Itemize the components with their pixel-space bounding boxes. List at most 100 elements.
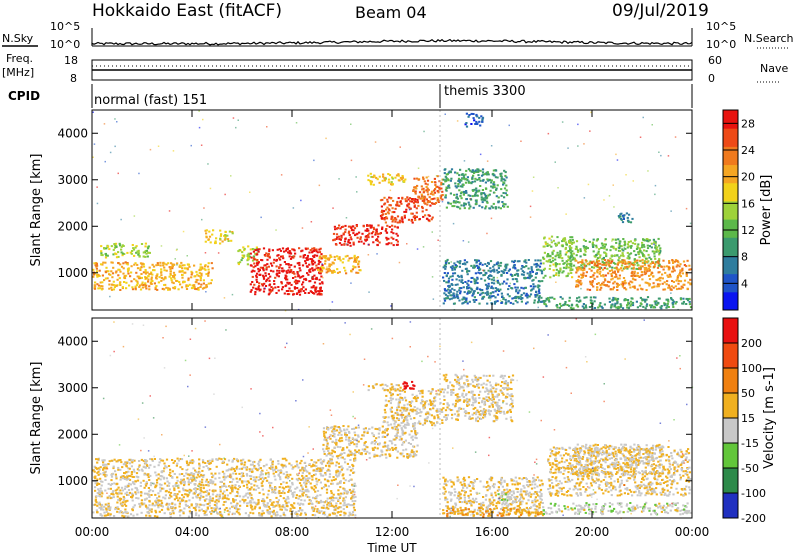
data-cell bbox=[505, 189, 508, 192]
data-cell bbox=[220, 458, 223, 461]
data-cell bbox=[643, 245, 646, 248]
nave-tick-low: 0 bbox=[708, 72, 715, 85]
data-cell bbox=[625, 265, 628, 268]
data-cell bbox=[338, 242, 342, 245]
data-cell bbox=[122, 463, 125, 466]
data-cell bbox=[193, 472, 196, 475]
data-cell bbox=[273, 280, 276, 283]
data-cell bbox=[304, 478, 307, 481]
data-cell bbox=[296, 473, 300, 476]
noise-cell bbox=[114, 145, 116, 148]
data-cell bbox=[500, 194, 503, 197]
data-cell bbox=[109, 273, 112, 276]
data-cell bbox=[423, 190, 426, 193]
data-cell bbox=[621, 221, 625, 224]
data-cell bbox=[491, 186, 494, 189]
data-cell bbox=[444, 180, 447, 183]
data-cell bbox=[222, 495, 225, 498]
data-cell bbox=[184, 493, 187, 496]
data-cell bbox=[252, 479, 255, 482]
data-cell bbox=[202, 466, 205, 469]
data-cell bbox=[279, 508, 282, 511]
data-cell bbox=[142, 271, 145, 274]
noise-cell bbox=[642, 116, 644, 119]
data-cell bbox=[381, 209, 384, 212]
data-cell bbox=[356, 236, 359, 239]
data-cell bbox=[321, 282, 324, 285]
noise-cell bbox=[565, 213, 567, 215]
data-cell bbox=[354, 234, 357, 237]
data-cell bbox=[500, 292, 503, 295]
data-cell bbox=[305, 278, 308, 281]
data-cell bbox=[204, 268, 207, 271]
data-cell bbox=[315, 267, 318, 270]
data-cell bbox=[385, 216, 388, 219]
data-cell bbox=[350, 270, 353, 273]
data-cell bbox=[185, 504, 188, 507]
data-cell bbox=[145, 497, 148, 500]
data-cell bbox=[163, 512, 166, 515]
data-cell bbox=[568, 257, 571, 260]
data-cell bbox=[205, 509, 208, 512]
data-cell bbox=[462, 193, 465, 196]
data-cell bbox=[541, 300, 544, 303]
data-cell bbox=[158, 461, 161, 464]
data-cell bbox=[122, 495, 125, 498]
data-cell bbox=[241, 257, 244, 259]
data-cell bbox=[154, 288, 157, 291]
data-cell bbox=[261, 469, 264, 472]
data-cell bbox=[598, 272, 601, 275]
data-cell bbox=[353, 256, 356, 259]
nsky-label: N.Sky bbox=[2, 32, 34, 45]
data-cell bbox=[205, 229, 208, 232]
data-cell bbox=[630, 275, 633, 277]
data-cell bbox=[444, 260, 447, 263]
data-cell bbox=[237, 511, 240, 514]
data-cell bbox=[128, 462, 131, 465]
data-cell bbox=[313, 249, 316, 251]
data-cell bbox=[274, 286, 277, 289]
data-cell bbox=[259, 273, 262, 276]
data-cell bbox=[608, 270, 611, 272]
data-cell bbox=[378, 232, 381, 235]
data-cell bbox=[282, 490, 285, 493]
data-cell bbox=[330, 482, 333, 485]
data-cell bbox=[173, 274, 176, 277]
data-cell bbox=[140, 494, 143, 497]
data-cell bbox=[194, 487, 197, 490]
data-cell bbox=[261, 259, 264, 262]
data-cell bbox=[598, 268, 601, 271]
data-cell bbox=[142, 251, 145, 254]
data-cell bbox=[124, 461, 127, 464]
data-cell bbox=[209, 241, 212, 244]
data-cell bbox=[126, 499, 129, 502]
data-cell bbox=[265, 252, 268, 255]
data-cell bbox=[279, 249, 283, 252]
data-cell bbox=[234, 487, 237, 490]
data-cell bbox=[504, 174, 507, 177]
data-cell bbox=[140, 276, 143, 279]
data-cell bbox=[357, 263, 360, 266]
data-cell bbox=[423, 201, 426, 204]
data-cell bbox=[193, 492, 196, 495]
data-cell bbox=[268, 250, 271, 253]
data-cell bbox=[501, 295, 504, 298]
data-cell bbox=[220, 233, 223, 236]
data-cell bbox=[235, 467, 238, 470]
data-cell bbox=[555, 304, 558, 307]
data-cell bbox=[311, 465, 314, 467]
data-cell bbox=[426, 190, 429, 193]
data-cell bbox=[606, 280, 610, 283]
data-cell bbox=[252, 286, 255, 289]
data-cell bbox=[475, 279, 478, 282]
noise-cell bbox=[172, 150, 175, 152]
data-cell bbox=[568, 296, 571, 299]
data-cell bbox=[681, 272, 684, 275]
data-cell bbox=[281, 288, 284, 291]
data-cell bbox=[263, 465, 266, 468]
data-cell bbox=[628, 262, 631, 265]
data-cell bbox=[308, 280, 311, 283]
noise-cell bbox=[576, 260, 578, 262]
nave-label: Nave bbox=[760, 62, 788, 75]
data-cell bbox=[648, 278, 652, 281]
